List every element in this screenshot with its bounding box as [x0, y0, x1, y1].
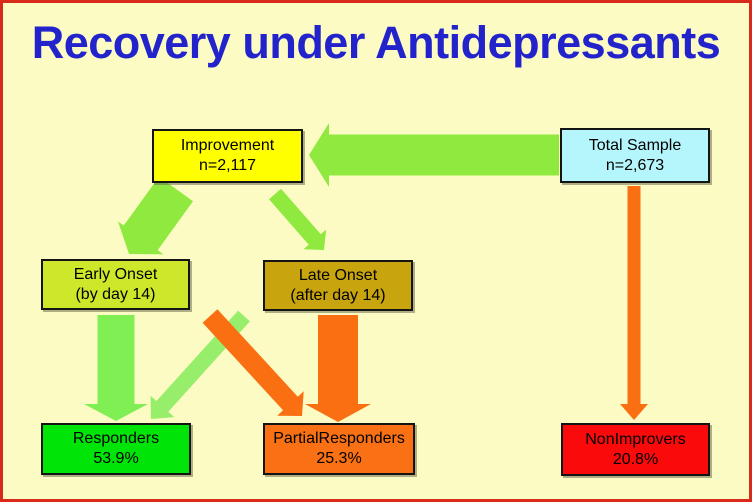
node-responders: Responders 53.9% — [41, 423, 191, 475]
node-partial-responders-label: PartialResponders — [273, 430, 405, 447]
page-title: Recovery under Antidepressants — [31, 17, 721, 68]
node-partial-responders-value: 25.3% — [316, 450, 362, 467]
node-improvement: Improvement n=2,117 — [152, 129, 303, 183]
node-late-onset-value: (after day 14) — [290, 286, 386, 304]
node-responders-label: Responders — [72, 430, 160, 447]
node-late-onset-label: Late Onset — [298, 266, 378, 284]
node-early-onset: Early Onset (by day 14) — [41, 259, 190, 310]
node-early-onset-value: (by day 14) — [75, 285, 156, 303]
node-non-improvers: NonImprovers 20.8% — [561, 423, 710, 476]
flow-arrow-layer — [84, 123, 648, 422]
flow-arrow-total-sample-to-improvement — [309, 123, 559, 187]
flow-arrow-improvement-to-early-onset — [118, 176, 193, 255]
node-total-sample-value: n=2,673 — [605, 156, 665, 174]
node-total-sample: Total Sample n=2,673 — [560, 128, 710, 183]
flow-arrow-early-onset-to-partial-responders — [202, 309, 304, 416]
node-non-improvers-label: NonImprovers — [585, 430, 686, 448]
flow-arrow-total-sample-to-non-improvers — [620, 186, 648, 420]
node-late-onset: Late Onset (after day 14) — [263, 260, 413, 311]
node-responders-value: 53.9% — [93, 450, 139, 467]
node-non-improvers-value: 20.8% — [612, 450, 659, 468]
node-partial-responders: PartialResponders 25.3% — [263, 423, 415, 475]
flow-arrow-late-onset-to-responders — [150, 310, 250, 419]
node-improvement-label: Improvement — [180, 137, 275, 154]
node-improvement-value: n=2,117 — [198, 157, 257, 174]
node-early-onset-label: Early Onset — [73, 265, 158, 283]
flow-arrow-late-onset-to-partial-responders — [305, 315, 371, 422]
flow-arrow-improvement-to-late-onset — [269, 188, 327, 250]
node-total-sample-label: Total Sample — [588, 136, 682, 154]
flow-arrow-early-onset-to-responders — [84, 315, 148, 421]
